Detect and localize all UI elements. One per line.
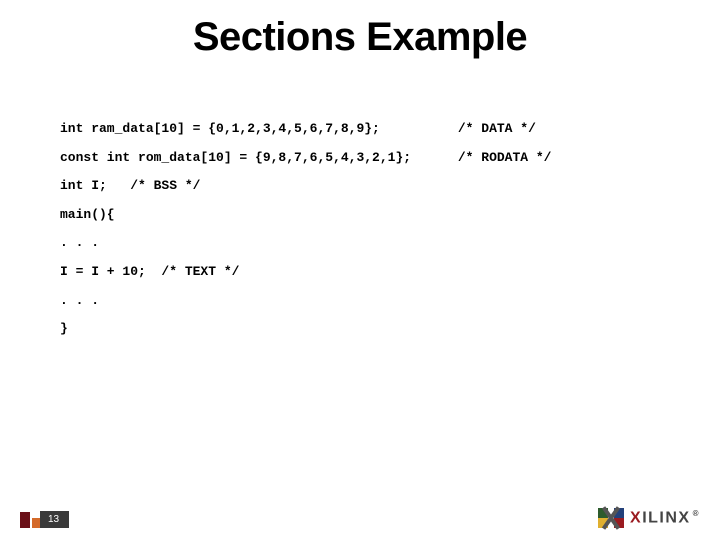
xilinx-wordmark-lead: X <box>630 509 642 526</box>
code-line: main(){ <box>60 201 551 230</box>
xilinx-wordmark-rest: ILINX <box>642 509 690 526</box>
page-number-badge: 13 <box>40 511 69 528</box>
code-line: int I; /* BSS */ <box>60 172 551 201</box>
footer: 13 XILINX® <box>0 498 720 528</box>
code-line: I = I + 10; /* TEXT */ <box>60 258 551 287</box>
footer-left-group: 13 <box>20 511 69 528</box>
code-line: . . . <box>60 229 551 258</box>
footer-accent-bar-icon <box>20 512 30 528</box>
code-line: } <box>60 315 551 344</box>
code-block: int ram_data[10] = {0,1,2,3,4,5,6,7,8,9}… <box>60 115 551 344</box>
code-line: int ram_data[10] = {0,1,2,3,4,5,6,7,8,9}… <box>60 115 551 144</box>
code-line: const int rom_data[10] = {9,8,7,6,5,4,3,… <box>60 144 551 173</box>
footer-right-group: XILINX® <box>598 508 700 528</box>
registered-mark-icon: ® <box>693 509 700 518</box>
xilinx-mark-icon <box>598 508 624 528</box>
slide: Sections Example int ram_data[10] = {0,1… <box>0 0 720 540</box>
code-line: . . . <box>60 287 551 316</box>
xilinx-logo: XILINX® <box>598 508 700 528</box>
xilinx-wordmark: XILINX® <box>630 509 700 527</box>
slide-title: Sections Example <box>0 15 720 60</box>
